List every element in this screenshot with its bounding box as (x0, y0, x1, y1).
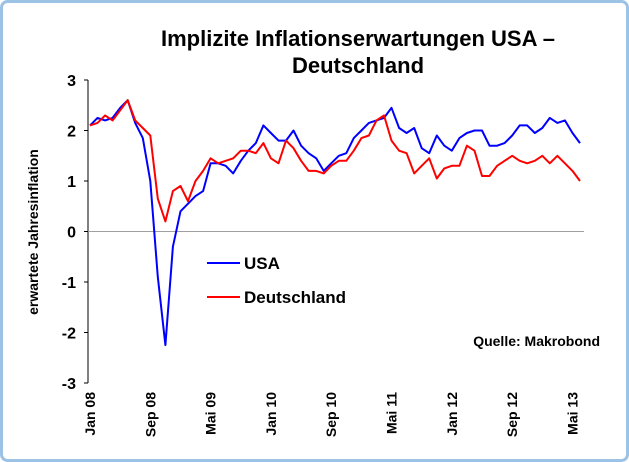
line-series (89, 99, 581, 223)
y-tick-label: -3 (62, 376, 76, 393)
x-tick-label: Mai 13 (564, 392, 580, 435)
x-tick-label: Mai 11 (384, 392, 400, 434)
x-tick-label: Sep 12 (504, 392, 520, 437)
y-tick-label: 1 (67, 174, 76, 191)
chart-title: Implizite Inflationserwartungen USA – (161, 26, 555, 51)
y-tick-label: -2 (62, 326, 76, 343)
line-series (89, 99, 581, 347)
x-tick-label: Jan 10 (263, 392, 279, 436)
y-axis-label: erwartete Jahresinflation (25, 149, 41, 315)
y-tick-label: 3 (67, 73, 76, 90)
y-tick-label: 0 (67, 225, 76, 242)
legend-label: USA (244, 254, 280, 273)
annotation: Quelle: Makrobond (473, 333, 600, 349)
x-tick-label: Sep 10 (323, 392, 339, 437)
y-tick-label: -1 (62, 275, 76, 292)
y-tick-label: 2 (67, 124, 76, 141)
x-tick-label: Jan 12 (444, 392, 460, 436)
x-tick-label: Jan 08 (82, 392, 98, 436)
x-tick-label: Mai 09 (203, 392, 219, 435)
legend-label: Deutschland (244, 288, 346, 307)
x-tick-label: Sep 08 (142, 392, 158, 437)
chart-title: Deutschland (292, 53, 424, 78)
